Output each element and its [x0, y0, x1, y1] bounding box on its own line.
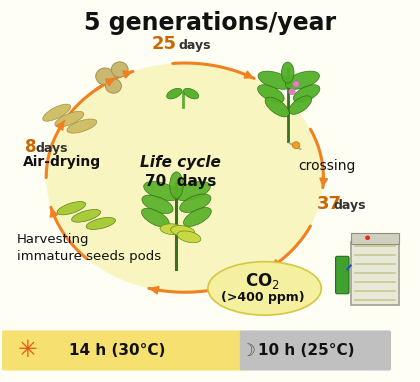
FancyBboxPatch shape — [240, 330, 391, 371]
Ellipse shape — [170, 172, 183, 199]
Ellipse shape — [293, 85, 320, 102]
Ellipse shape — [67, 119, 97, 133]
Ellipse shape — [258, 71, 292, 89]
Circle shape — [365, 235, 370, 240]
Text: 70  days: 70 days — [145, 174, 216, 189]
Ellipse shape — [281, 62, 294, 83]
Ellipse shape — [57, 202, 86, 215]
Ellipse shape — [167, 88, 182, 99]
Text: 10 h (25°C): 10 h (25°C) — [258, 343, 355, 358]
Text: crossing: crossing — [298, 159, 356, 173]
Circle shape — [289, 89, 295, 95]
FancyBboxPatch shape — [336, 256, 349, 294]
Ellipse shape — [177, 231, 201, 243]
Circle shape — [105, 79, 121, 93]
Ellipse shape — [180, 194, 211, 212]
Circle shape — [292, 142, 300, 149]
Text: Air-drying: Air-drying — [23, 155, 101, 169]
Circle shape — [111, 62, 128, 77]
Text: (>400 ppm): (>400 ppm) — [220, 291, 304, 304]
Ellipse shape — [142, 195, 173, 214]
Text: 8: 8 — [25, 138, 37, 156]
Text: 37: 37 — [317, 195, 342, 214]
FancyBboxPatch shape — [2, 330, 244, 371]
Ellipse shape — [160, 224, 184, 235]
Text: Harvesting
immature seeds pods: Harvesting immature seeds pods — [17, 233, 161, 263]
Text: days: days — [178, 39, 211, 52]
Text: CO$_2$: CO$_2$ — [245, 271, 280, 291]
Ellipse shape — [184, 207, 211, 227]
Ellipse shape — [174, 181, 210, 201]
Text: 25: 25 — [151, 35, 176, 53]
Text: days: days — [36, 142, 68, 155]
Ellipse shape — [43, 104, 71, 121]
Text: ✳: ✳ — [17, 338, 37, 362]
Circle shape — [293, 81, 299, 87]
Ellipse shape — [171, 225, 195, 237]
Text: 14 h (30°C): 14 h (30°C) — [69, 343, 166, 358]
Circle shape — [96, 68, 114, 85]
Ellipse shape — [257, 85, 284, 102]
Ellipse shape — [142, 208, 169, 227]
Ellipse shape — [86, 217, 116, 230]
FancyBboxPatch shape — [351, 242, 399, 305]
Ellipse shape — [72, 209, 100, 222]
Text: days: days — [333, 199, 365, 212]
Ellipse shape — [265, 97, 289, 117]
Ellipse shape — [184, 88, 199, 99]
Ellipse shape — [289, 96, 312, 114]
FancyBboxPatch shape — [351, 233, 399, 244]
Ellipse shape — [55, 112, 84, 127]
Text: 5 generations/year: 5 generations/year — [84, 11, 336, 36]
Ellipse shape — [285, 71, 320, 89]
Text: Life cycle: Life cycle — [140, 155, 221, 170]
Ellipse shape — [46, 63, 323, 292]
Ellipse shape — [208, 262, 321, 315]
Text: ☽: ☽ — [240, 342, 255, 360]
Ellipse shape — [144, 181, 180, 201]
